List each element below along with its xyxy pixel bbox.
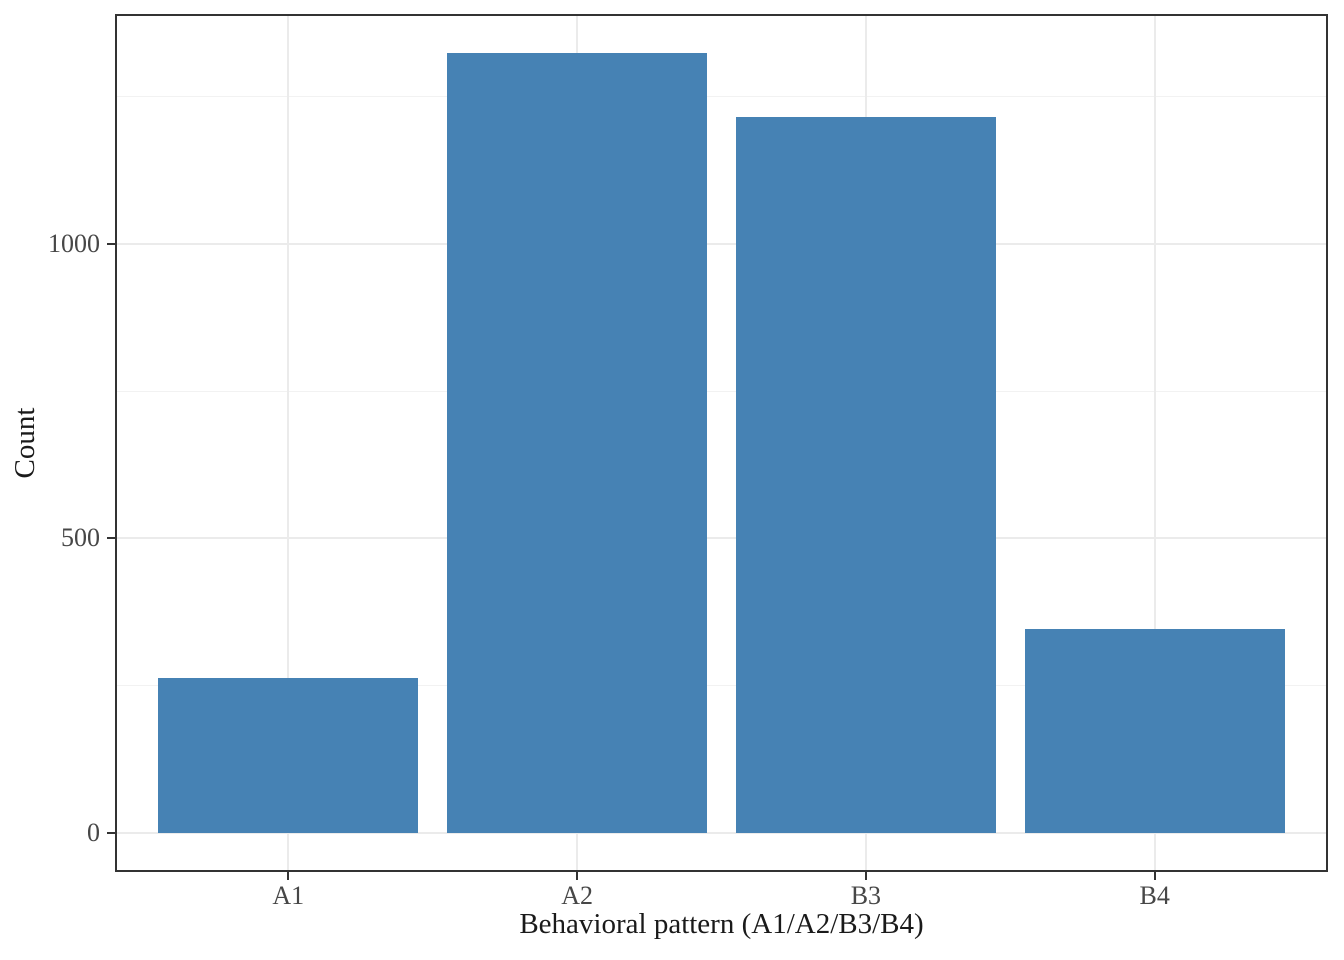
bar-B3 [735,117,996,833]
gridline-minor-y-250 [115,685,1328,687]
x-axis-tick-label-A1: A1 [272,881,305,910]
x-axis-tick-A1 [287,872,290,880]
gridline-major-y-500 [115,537,1328,540]
bar-A1 [158,678,419,833]
y-axis-title: Count [9,407,41,479]
y-axis-tick-1000 [107,242,115,245]
x-axis-title: Behavioral pattern (A1/A2/B3/B4) [519,908,924,940]
bar-A2 [447,53,708,833]
gridline-minor-y-1250 [115,96,1328,98]
x-axis-tick-A2 [576,872,579,880]
x-axis-tick-B3 [864,872,867,880]
y-axis-tick-0 [107,832,115,834]
gridline-major-x-B4 [1153,14,1156,872]
x-axis-tick-label-B4: B4 [1139,881,1170,910]
y-axis-tick-label-0: 0 [87,818,100,847]
gridline-major-y-0 [115,832,1328,834]
x-axis-tick-B4 [1153,872,1156,880]
gridline-minor-y-750 [115,390,1328,392]
bar-B4 [1024,628,1285,833]
y-axis-tick-label-1000: 1000 [48,228,100,258]
y-axis-tick-label-500: 500 [61,523,100,553]
plot-panel [115,14,1328,872]
x-axis-tick-label-A2: A2 [561,881,593,910]
gridline-major-y-1000 [115,242,1328,245]
x-axis-tick-label-B3: B3 [850,881,882,910]
gridline-major-x-A1 [287,14,290,872]
y-axis-tick-500 [107,537,115,540]
